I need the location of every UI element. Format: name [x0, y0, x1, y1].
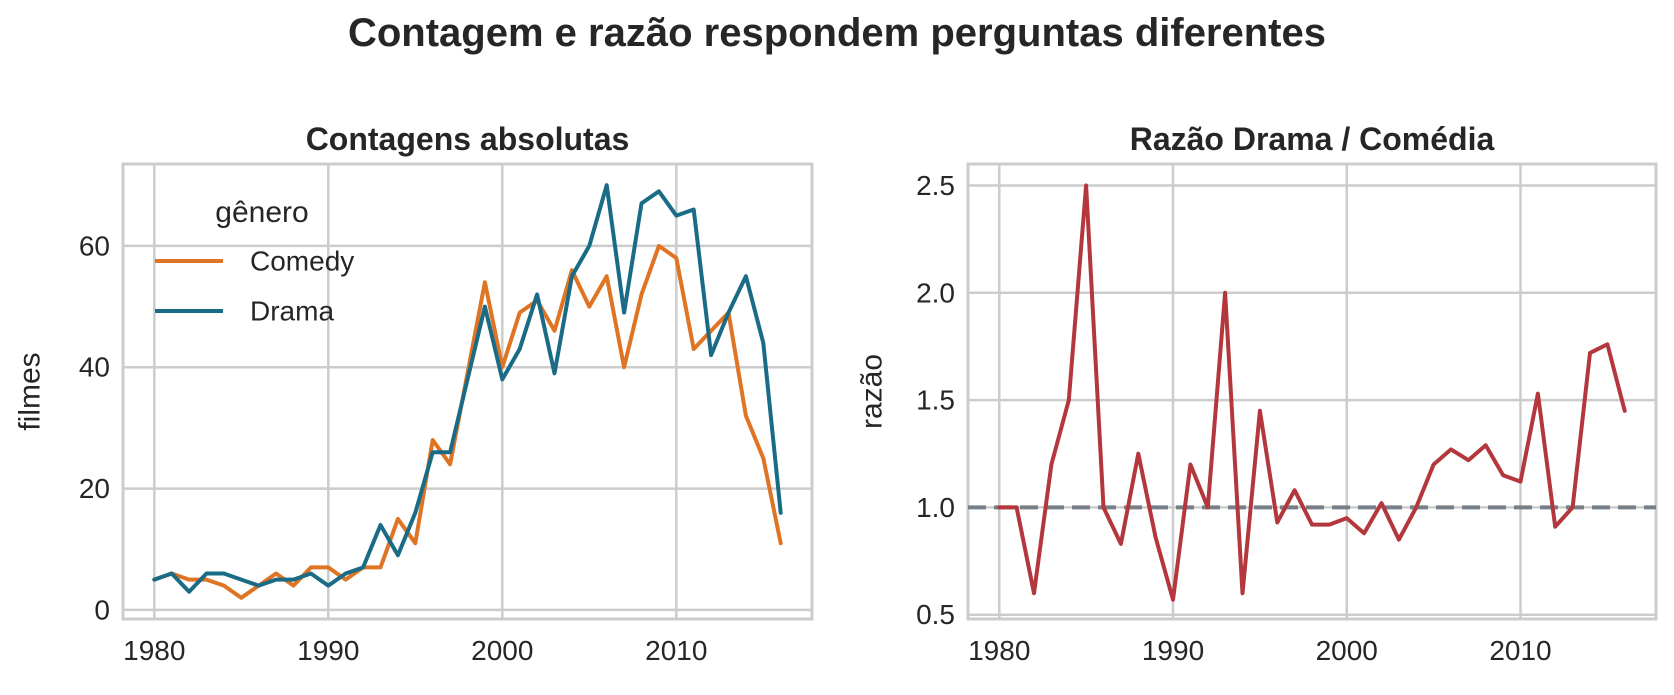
counts-chart: Contagens absolutas filmes 1980 1990 2000 201…: [14, 121, 814, 666]
x-tick-label: 2010: [1489, 635, 1551, 666]
y-tick-label: 40: [79, 352, 110, 383]
series-line-drama: [152, 183, 783, 594]
x-tick-label: 1990: [1142, 635, 1204, 666]
y-tick-label: 2.0: [916, 277, 955, 308]
x-tick-label: 1990: [297, 635, 359, 666]
y-tick-label: 1.5: [916, 385, 955, 416]
y-axis-label: razão: [856, 354, 889, 429]
x-tick-label: 1980: [123, 635, 185, 666]
y-tick-label: 20: [79, 473, 110, 504]
y-tick-label: 0.5: [916, 599, 955, 630]
ratio-chart: Razão Drama / Comédia razão 1980 1990 2000 20…: [856, 121, 1658, 666]
legend-title: gênero: [215, 196, 308, 229]
x-tick-label: 2000: [471, 635, 533, 666]
x-tick-label: 2010: [645, 635, 707, 666]
chart-title: Contagens absolutas: [306, 121, 630, 157]
y-tick-label: 1.0: [916, 492, 955, 523]
series-line-comedy: [152, 243, 783, 600]
y-tick-label: 60: [79, 230, 110, 261]
ratio-line: [997, 183, 1627, 602]
legend-entry: Comedy: [250, 246, 354, 277]
plot-frame: [966, 162, 1658, 621]
legend-entry: Drama: [250, 296, 334, 327]
plot-frame: [121, 162, 814, 621]
x-tick-label: 2000: [1316, 635, 1378, 666]
x-tick-label: 1980: [968, 635, 1030, 666]
figure-title: Contagem e razão respondem perguntas dif…: [348, 11, 1326, 55]
y-tick-label: 2.5: [916, 170, 955, 201]
chart-title: Razão Drama / Comédia: [1130, 121, 1495, 157]
y-tick-label: 0: [94, 594, 110, 625]
y-axis-label: filmes: [14, 352, 47, 430]
